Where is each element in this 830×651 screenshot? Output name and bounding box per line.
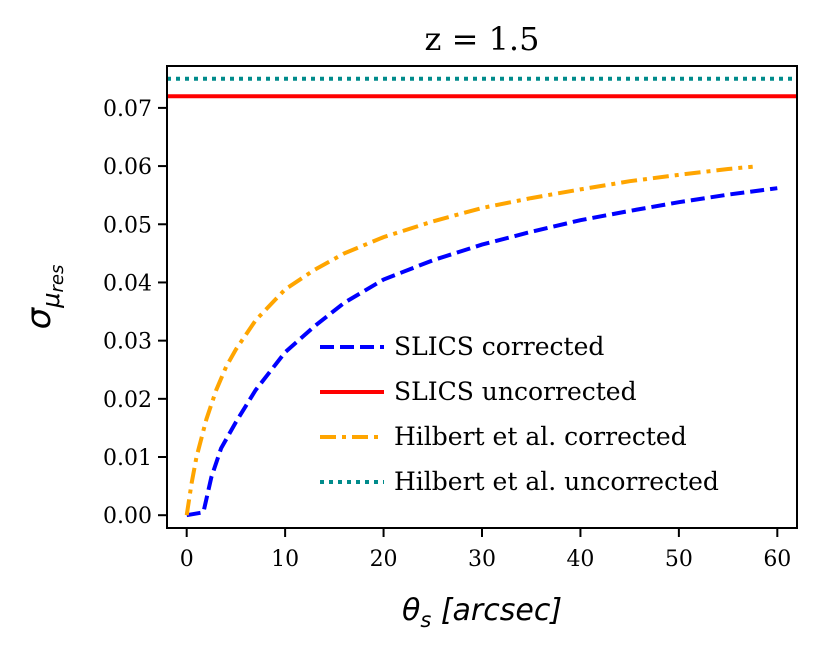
y-tick-label: 0.00 [103, 504, 152, 529]
y-tick-label: 0.04 [103, 271, 152, 296]
legend-label-hilbert-et-al-corrected: Hilbert et al. corrected [394, 422, 687, 451]
legend-label-slics-corrected: SLICS corrected [394, 332, 604, 361]
x-tick-label: 0 [180, 547, 194, 572]
series-line-hilbert-et-al-corrected [184, 164, 753, 516]
series-line-slics-corrected [186, 186, 778, 518]
x-tick-label: 60 [763, 547, 791, 572]
y-tick-label: 0.01 [103, 446, 152, 471]
legend-label-slics-uncorrected: SLICS uncorrected [394, 377, 637, 406]
chart-title: z = 1.5 [425, 20, 540, 58]
plot-frame [166, 65, 798, 529]
legend: SLICS corrected SLICS uncorrected Hilbert … [320, 332, 719, 496]
y-tick-label: 0.06 [103, 155, 152, 180]
y-tick-label: 0.02 [103, 388, 152, 413]
x-tick-label: 30 [468, 547, 496, 572]
series-layer [167, 76, 797, 518]
x-tick-label: 20 [370, 547, 398, 572]
y-axis: 0.00 0.01 0.02 0.03 0.04 0.05 0.06 0.07 [103, 97, 167, 529]
x-axis: 0 10 20 30 40 50 60 [180, 528, 791, 572]
x-axis-label: θs [arcsec] [402, 593, 562, 632]
x-tick-label: 10 [271, 547, 299, 572]
y-axis-label: σμres [19, 265, 68, 330]
x-tick-label: 50 [665, 547, 693, 572]
legend-label-hilbert-et-al-uncorrected: Hilbert et al. uncorrected [394, 467, 719, 496]
y-tick-label: 0.05 [103, 213, 152, 238]
y-tick-label: 0.07 [103, 97, 152, 122]
y-tick-label: 0.03 [103, 330, 152, 355]
x-tick-label: 40 [566, 547, 594, 572]
